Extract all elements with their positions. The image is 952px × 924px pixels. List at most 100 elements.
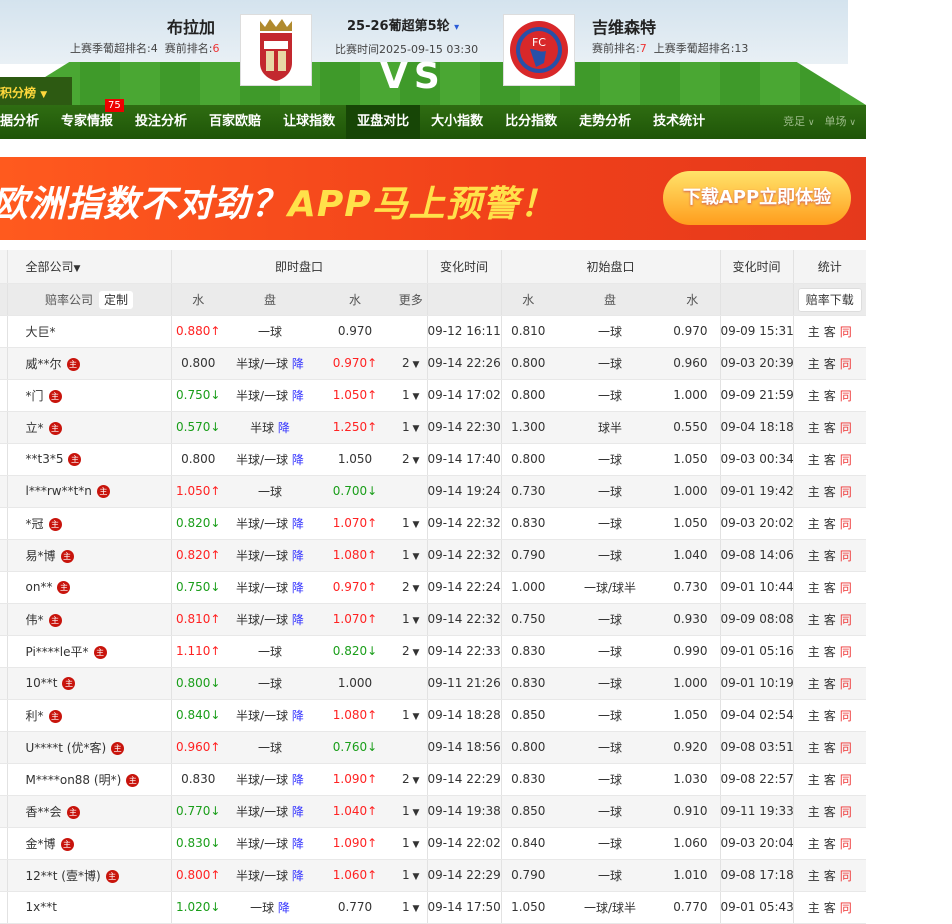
live-line[interactable]: 半球/一球 降 <box>225 571 315 604</box>
more-dropdown[interactable]: 1 <box>395 539 428 572</box>
live-home-water[interactable]: 0.880↑ <box>170 315 225 348</box>
live-away-water[interactable]: 1.040↑ <box>315 795 395 828</box>
stats-link-home[interactable]: 主 <box>807 740 820 755</box>
nav-tab[interactable]: 据分析 <box>0 105 50 139</box>
stats-link-away[interactable]: 客 <box>823 644 836 659</box>
company-name[interactable]: l***rw**t*n <box>25 484 92 498</box>
live-line[interactable]: 半球/一球 降 <box>225 539 315 572</box>
live-home-water[interactable]: 0.770↓ <box>170 795 225 828</box>
stats-link-same[interactable]: 同 <box>839 868 852 883</box>
nav-tab[interactable]: 百家欧赔 <box>198 105 272 139</box>
away-team-logo[interactable]: FC <box>503 14 575 86</box>
stats-link-away[interactable]: 客 <box>823 484 836 499</box>
company-name[interactable]: U****t (优*客) <box>25 740 107 755</box>
nav-tab[interactable]: 大小指数 <box>420 105 494 139</box>
live-line[interactable]: 半球 降 <box>225 411 315 444</box>
stats-link-home[interactable]: 主 <box>807 324 820 339</box>
stats-link-same[interactable]: 同 <box>839 772 852 787</box>
promo-banner[interactable]: 欧洲指数不对劲？APP马上预警！ 下载APP立即体验 <box>0 157 866 240</box>
live-line[interactable]: 半球/一球 降 <box>225 603 315 636</box>
live-away-water[interactable]: 1.070↑ <box>315 603 395 636</box>
stats-link-same[interactable]: 同 <box>839 324 852 339</box>
stats-link-away[interactable]: 客 <box>823 740 836 755</box>
company-name[interactable]: 香**会 <box>25 804 62 819</box>
live-away-water[interactable]: 0.700↓ <box>315 475 395 508</box>
more-dropdown[interactable]: 1 <box>395 699 428 732</box>
live-home-water[interactable]: 0.800 <box>170 443 225 476</box>
stats-link-away[interactable]: 客 <box>823 548 836 563</box>
stats-link-away[interactable]: 客 <box>823 580 836 595</box>
stats-link-away[interactable]: 客 <box>823 516 836 531</box>
live-home-water[interactable]: 0.960↑ <box>170 731 225 764</box>
stats-link-same[interactable]: 同 <box>839 644 852 659</box>
live-away-water[interactable]: 0.760↓ <box>315 731 395 764</box>
live-line[interactable]: 半球/一球 降 <box>225 379 315 412</box>
live-home-water[interactable]: 0.820↓ <box>170 507 225 540</box>
stats-link-same[interactable]: 同 <box>839 548 852 563</box>
stats-link-same[interactable]: 同 <box>839 676 852 691</box>
live-line[interactable]: 一球 降 <box>225 891 315 924</box>
more-dropdown[interactable]: 2 <box>395 763 428 796</box>
stats-link-same[interactable]: 同 <box>839 420 852 435</box>
live-home-water[interactable]: 1.110↑ <box>170 635 225 668</box>
company-name[interactable]: 金*博 <box>25 836 56 851</box>
nav-tab[interactable]: 让球指数 <box>272 105 346 139</box>
stats-link-home[interactable]: 主 <box>807 580 820 595</box>
live-away-water[interactable]: 0.770 <box>315 891 395 924</box>
company-filter-dropdown[interactable]: 全部公司▼ <box>6 250 171 284</box>
stats-link-away[interactable]: 客 <box>823 612 836 627</box>
stats-link-same[interactable]: 同 <box>839 740 852 755</box>
stats-link-home[interactable]: 主 <box>807 644 820 659</box>
live-home-water[interactable]: 0.800↑ <box>170 859 225 892</box>
live-line[interactable]: 一球 <box>225 667 315 700</box>
live-home-water[interactable]: 0.830↓ <box>170 827 225 860</box>
stats-link-away[interactable]: 客 <box>823 900 836 915</box>
stats-link-home[interactable]: 主 <box>807 708 820 723</box>
live-away-water[interactable]: 1.250↑ <box>315 411 395 444</box>
stats-link-same[interactable]: 同 <box>839 452 852 467</box>
company-name[interactable]: 威**尔 <box>25 356 62 371</box>
nav-tab[interactable]: 走势分析 <box>568 105 642 139</box>
stats-link-home[interactable]: 主 <box>807 836 820 851</box>
live-away-water[interactable]: 0.970 <box>315 315 395 348</box>
stats-link-away[interactable]: 客 <box>823 868 836 883</box>
stats-link-home[interactable]: 主 <box>807 868 820 883</box>
live-away-water[interactable]: 1.050 <box>315 443 395 476</box>
company-name[interactable]: **t3*5 <box>25 452 64 466</box>
company-name[interactable]: *门 <box>25 388 44 403</box>
live-line[interactable]: 半球/一球 降 <box>225 507 315 540</box>
download-odds-button[interactable]: 赔率下载 <box>797 287 862 312</box>
stats-link-home[interactable]: 主 <box>807 612 820 627</box>
stats-link-home[interactable]: 主 <box>807 900 820 915</box>
live-home-water[interactable]: 0.800↓ <box>170 667 225 700</box>
more-dropdown[interactable]: 1 <box>395 891 428 924</box>
more-dropdown[interactable]: 2 <box>395 635 428 668</box>
stats-link-away[interactable]: 客 <box>823 836 836 851</box>
filter-dropdown[interactable]: 竞足 ∨ <box>783 115 814 128</box>
stats-link-home[interactable]: 主 <box>807 548 820 563</box>
away-team-name[interactable]: 吉维森特 <box>592 18 657 37</box>
company-name[interactable]: 立* <box>25 420 44 435</box>
nav-tab[interactable]: 亚盘对比 <box>346 105 421 139</box>
stats-link-away[interactable]: 客 <box>823 356 836 371</box>
live-home-water[interactable]: 1.050↑ <box>170 475 225 508</box>
stats-link-same[interactable]: 同 <box>839 836 852 851</box>
live-line[interactable]: 一球 <box>225 635 315 668</box>
more-dropdown[interactable]: 1 <box>395 859 428 892</box>
stats-link-same[interactable]: 同 <box>839 708 852 723</box>
stats-link-same[interactable]: 同 <box>839 484 852 499</box>
live-line[interactable]: 半球/一球 降 <box>225 347 315 380</box>
more-dropdown[interactable]: 1 <box>395 379 428 412</box>
live-home-water[interactable]: 0.750↓ <box>170 379 225 412</box>
more-dropdown[interactable]: 1 <box>395 827 428 860</box>
company-name[interactable]: Pi****le平* <box>25 644 89 659</box>
standings-dropdown[interactable]: 积分榜 ▼ <box>0 77 72 105</box>
more-dropdown[interactable]: 1 <box>395 411 428 444</box>
stats-link-home[interactable]: 主 <box>807 356 820 371</box>
stats-link-same[interactable]: 同 <box>839 516 852 531</box>
stats-link-home[interactable]: 主 <box>807 452 820 467</box>
stats-link-home[interactable]: 主 <box>807 516 820 531</box>
more-dropdown[interactable]: 2 <box>395 443 428 476</box>
live-away-water[interactable]: 1.000 <box>315 667 395 700</box>
more-dropdown[interactable]: 2 <box>395 347 428 380</box>
